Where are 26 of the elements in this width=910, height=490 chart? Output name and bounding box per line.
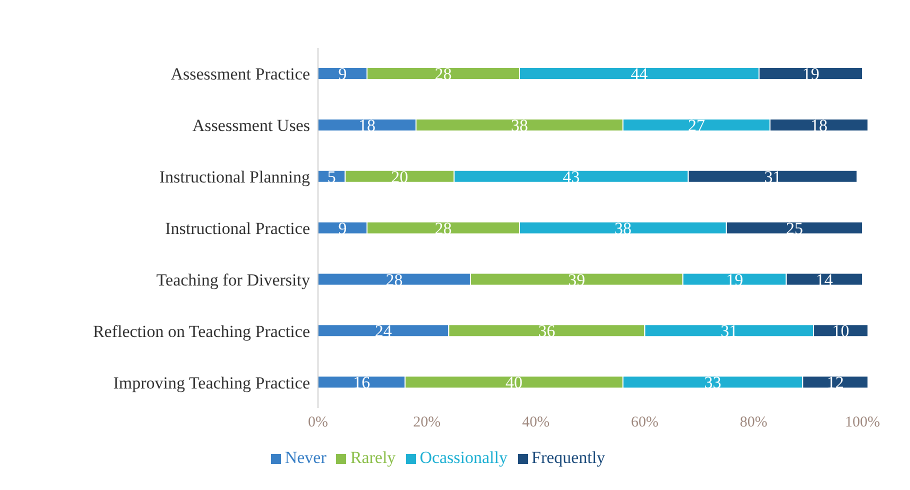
y-tick-label: Improving Teaching Practice [113, 373, 310, 392]
data-label: 44 [630, 64, 648, 84]
x-tick-label: 80% [740, 414, 768, 431]
y-tick-label: Assessment Uses [192, 116, 310, 136]
x-tick-label: 20% [413, 414, 441, 431]
data-label: 12 [826, 373, 844, 392]
y-tick-label: Instructional Planning [159, 168, 310, 187]
y-tick-label: Assessment Practice [170, 64, 310, 84]
data-label: 24 [374, 322, 392, 341]
y-tick-label: Teaching for Diversity [156, 270, 310, 290]
legend-label: Frequently [532, 448, 606, 467]
x-tick-label: 60% [630, 414, 658, 431]
x-tick-label: 40% [522, 414, 550, 431]
legend-label: Never [284, 448, 326, 467]
data-label: 10 [832, 322, 850, 341]
y-tick-label: Reflection on Teaching Practice [92, 322, 310, 341]
data-label: 16 [353, 373, 370, 392]
data-label: 31 [720, 322, 738, 341]
legend-label: Ocassionally [420, 448, 508, 467]
legend-label: Rarely [350, 448, 396, 467]
x-tick-label: 0% [308, 414, 328, 431]
data-label: 40 [506, 373, 523, 392]
data-label: 33 [704, 373, 722, 392]
y-tick-label: Instructional Practice [165, 219, 310, 238]
x-tick-label: 100% [845, 414, 880, 431]
data-label: 36 [538, 322, 556, 341]
